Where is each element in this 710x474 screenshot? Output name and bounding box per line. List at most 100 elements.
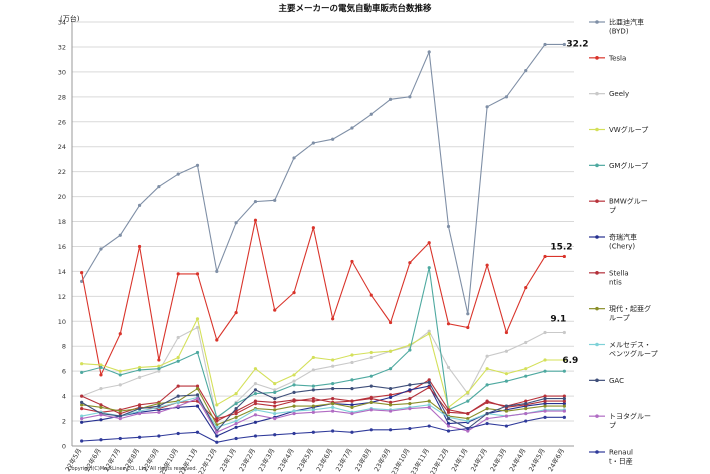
- series-line: [80, 415, 566, 444]
- data-point: [80, 420, 84, 424]
- data-point: [331, 397, 335, 401]
- data-point: [215, 425, 219, 429]
- data-point: [369, 355, 373, 360]
- data-point: [311, 404, 315, 408]
- legend-label: Tesla: [608, 54, 626, 62]
- data-point: [234, 221, 238, 225]
- data-point: [99, 403, 103, 407]
- data-point: [311, 384, 315, 388]
- data-point: [331, 382, 335, 386]
- data-point: [215, 338, 219, 342]
- legend-label: プ: [609, 422, 616, 430]
- y-tick-label: 30: [58, 68, 66, 76]
- data-point: [427, 424, 431, 428]
- data-point: [524, 340, 528, 345]
- data-label: 32.2: [566, 39, 588, 49]
- legend-swatch-marker: [595, 450, 599, 454]
- data-point: [157, 358, 161, 362]
- data-point: [137, 368, 142, 372]
- legend-swatch-marker: [595, 199, 599, 203]
- data-point: [388, 97, 393, 101]
- data-point: [292, 409, 296, 413]
- data-point: [524, 286, 528, 290]
- data-point: [195, 384, 200, 388]
- data-point: [157, 402, 161, 406]
- data-point: [466, 411, 470, 416]
- data-point: [234, 402, 238, 406]
- data-point: [504, 414, 509, 418]
- data-point: [388, 400, 393, 404]
- data-point: [562, 254, 566, 259]
- data-point: [388, 367, 393, 371]
- data-point: [292, 431, 296, 436]
- y-axis-unit-label: (万台): [60, 14, 80, 23]
- y-tick-label: 10: [58, 318, 66, 326]
- legend-label: GMグループ: [609, 161, 648, 170]
- data-point: [215, 416, 219, 421]
- data-point: [350, 378, 354, 382]
- data-point: [253, 399, 258, 403]
- data-point: [350, 360, 354, 365]
- data-point: [176, 384, 180, 388]
- legend-label: Stella: [609, 269, 629, 277]
- data-point: [388, 393, 393, 397]
- data-point: [466, 312, 470, 316]
- data-point: [504, 95, 509, 99]
- data-point: [176, 355, 180, 360]
- legend-label: トヨタグルー: [609, 412, 651, 421]
- series-path: [81, 379, 565, 420]
- legend-swatch-marker: [595, 91, 599, 96]
- series-line: [80, 218, 566, 377]
- data-point: [485, 406, 489, 411]
- data-point: [99, 363, 103, 367]
- data-point: [543, 330, 547, 335]
- y-tick-label: 22: [58, 168, 66, 176]
- data-point: [273, 416, 277, 421]
- series-line: [80, 378, 566, 421]
- data-point: [485, 263, 489, 267]
- data-point: [195, 430, 200, 434]
- data-point: [273, 397, 277, 401]
- data-point: [311, 408, 315, 412]
- data-point: [562, 415, 566, 419]
- data-point: [369, 374, 373, 378]
- data-point: [427, 403, 431, 407]
- data-point: [80, 370, 84, 375]
- data-point: [195, 272, 200, 276]
- data-point: [311, 397, 315, 401]
- legend-swatch-marker: [595, 163, 599, 168]
- legend-label: ベンツグループ: [609, 349, 658, 358]
- series-path: [81, 386, 565, 422]
- data-point: [504, 349, 509, 353]
- data-point: [99, 418, 103, 422]
- data-point: [543, 415, 547, 419]
- y-tick-label: 24: [58, 143, 66, 151]
- legend-label: ループ: [609, 314, 630, 322]
- data-point: [562, 404, 566, 408]
- legend-label: BMWグルー: [609, 197, 648, 206]
- data-point: [331, 402, 335, 406]
- series-line: [80, 380, 566, 433]
- data-point: [331, 317, 335, 321]
- data-point: [118, 332, 122, 336]
- data-point: [369, 384, 373, 388]
- data-point: [234, 411, 238, 416]
- legend-label: Geely: [609, 90, 629, 98]
- data-point: [80, 414, 84, 418]
- data-point: [543, 409, 547, 413]
- data-point: [99, 247, 103, 251]
- data-point: [408, 406, 412, 411]
- data-point: [543, 399, 547, 403]
- data-point: [408, 388, 412, 392]
- data-point: [234, 392, 238, 396]
- data-point: [273, 404, 277, 408]
- data-point: [157, 410, 161, 414]
- legend-label: プ: [609, 207, 616, 215]
- data-point: [466, 429, 470, 433]
- legend-label: ntis: [609, 278, 622, 286]
- data-point: [408, 426, 412, 431]
- legend-swatch-marker: [595, 271, 599, 275]
- data-point: [176, 400, 180, 404]
